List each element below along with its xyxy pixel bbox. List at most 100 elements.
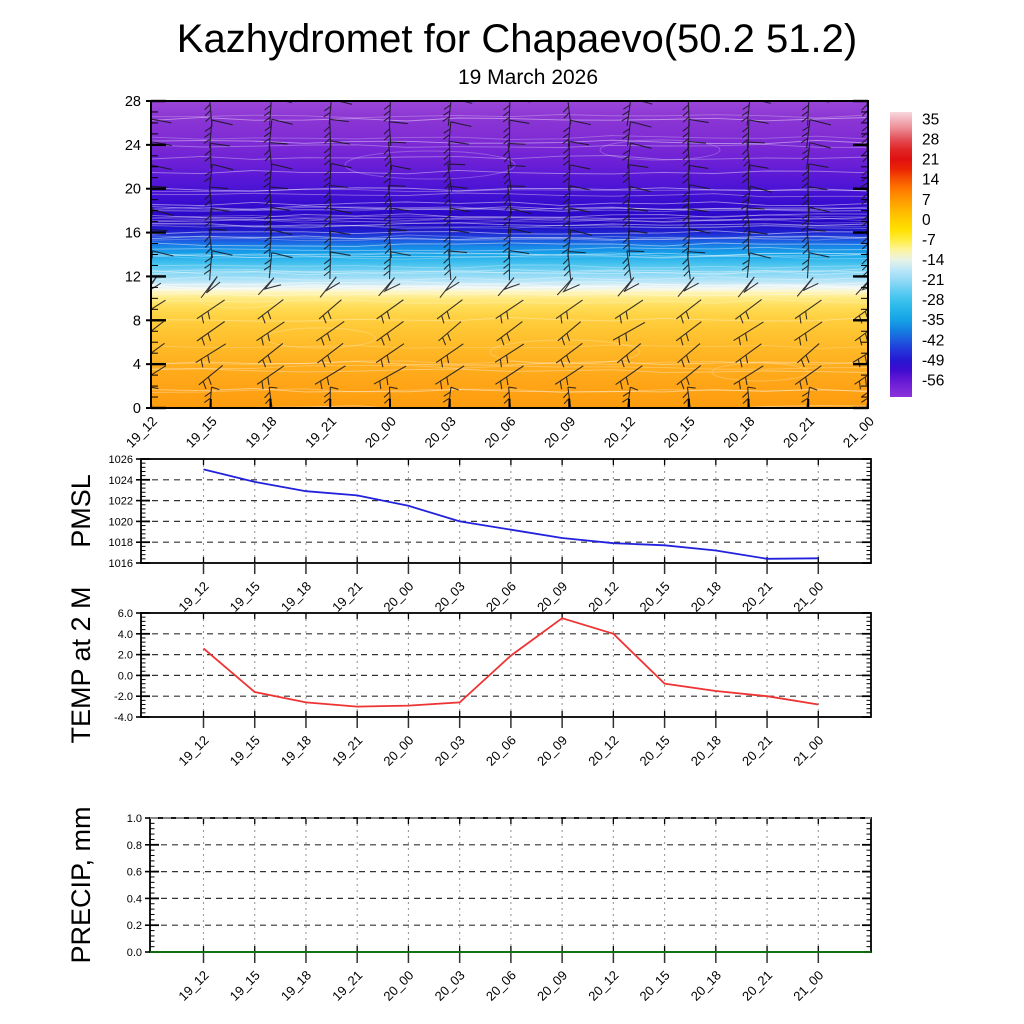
wind-barb [257, 299, 284, 324]
wind-barb [319, 276, 341, 298]
wind-barb [264, 186, 289, 213]
date-subtitle: 19 March 2026 [458, 66, 598, 89]
wind-barb [203, 119, 233, 148]
temp-data-line [202, 617, 819, 708]
cross-x-tick-label: 19_21 [302, 414, 339, 451]
wind-barb [256, 321, 285, 346]
wind-barb [682, 164, 709, 191]
colorbar-label: 21 [922, 152, 939, 169]
wind-barb [741, 207, 765, 236]
wind-barb [196, 299, 225, 324]
wind-barb [495, 299, 524, 324]
wind-barb [555, 299, 583, 324]
x-tick-label: 20_03 [432, 733, 468, 769]
cross-x-tick-label: 20_00 [362, 414, 399, 451]
colorbar-label: 35 [922, 112, 939, 129]
x-tick-label: 20_00 [380, 968, 416, 1004]
cross-x-tick-label: 20_09 [541, 414, 578, 451]
wind-barb [204, 186, 228, 213]
y-tick-label: 0.4 [127, 893, 142, 905]
x-tick-label: 19_15 [227, 579, 263, 615]
wind-barb [616, 343, 642, 368]
y-tick-label: -4.0 [114, 712, 133, 724]
colorbar-label: 0 [922, 212, 931, 229]
cross-x-tick-label: 20_03 [422, 414, 459, 451]
cross-y-tick-label: 4 [133, 357, 141, 373]
wind-barb [151, 321, 164, 342]
x-tick-label: 20_12 [585, 733, 621, 769]
wind-barb [203, 386, 220, 408]
pmsl-panel: 1016 1018 1020 1022 1024 1026 19_12 19_15 19_18 1… [109, 454, 872, 615]
y-tick-label: 1.0 [127, 813, 142, 825]
colorbar-label: -56 [922, 372, 944, 389]
x-tick-label: 20_15 [637, 968, 673, 1004]
colorbar-label: -14 [922, 252, 945, 269]
x-tick-label: 20_00 [380, 733, 416, 769]
wind-barb [318, 299, 342, 324]
x-tick-label: 19_21 [329, 968, 365, 1004]
wind-barb [740, 185, 772, 214]
wind-barb [622, 121, 652, 147]
x-tick-label: 19_15 [227, 968, 263, 1004]
cross-x-tick-label: 21_00 [840, 414, 877, 451]
wind-barb [502, 185, 526, 214]
x-tick-label: 20_00 [380, 579, 416, 615]
wind-barb [682, 140, 707, 171]
cross-y-tick-label: 8 [133, 313, 141, 329]
wind-barb [443, 140, 470, 171]
wind-barb [376, 320, 404, 346]
y-tick-label: 1016 [109, 558, 133, 570]
wind-barb [443, 163, 466, 192]
x-tick-label: 20_18 [688, 968, 724, 1004]
wind-barb [383, 228, 407, 258]
y-tick-label: 1026 [109, 454, 133, 466]
wind-barb [677, 276, 699, 298]
x-tick-label: 20_06 [483, 733, 519, 769]
wind-barb [622, 207, 649, 235]
wind-barb [556, 277, 580, 296]
wind-barb [741, 252, 771, 279]
wind-barb [562, 119, 591, 148]
wind-barb [622, 186, 652, 213]
wind-barb [263, 252, 293, 279]
x-tick-label: 20_15 [637, 579, 673, 615]
wind-barb [561, 229, 592, 258]
x-tick-label: 21_00 [790, 968, 826, 1004]
wind-barb [562, 101, 586, 125]
precip-axis-title: PRECIP, mm [66, 806, 96, 963]
wind-barb [854, 365, 868, 390]
y-tick-label: 1020 [109, 516, 133, 528]
wind-barb [383, 251, 411, 280]
wind-barb [621, 101, 653, 126]
wind-barb [263, 229, 293, 258]
wind-barb [435, 343, 464, 368]
wind-barb [203, 163, 234, 192]
y-tick-label: 0.6 [127, 867, 142, 879]
wind-barb [442, 121, 472, 147]
x-tick-label: 20_15 [637, 733, 673, 769]
wind-barb [742, 164, 769, 191]
wind-barb [378, 277, 401, 297]
wind-barb [733, 321, 764, 346]
wind-barb [383, 184, 406, 214]
cross-x-tick-label: 19_12 [123, 414, 160, 451]
colorbar-label: -28 [922, 292, 944, 309]
wind-barb [257, 277, 282, 296]
wind-barb [681, 184, 710, 215]
wind-barb [614, 299, 644, 324]
cross-x-tick-label: 19_18 [242, 414, 279, 451]
colorbar-label: 7 [922, 192, 931, 209]
wind-barb [264, 206, 291, 236]
wind-barb [676, 365, 702, 390]
wind-barb [195, 343, 227, 368]
cross-x-tick-label: 20_21 [780, 414, 817, 451]
wind-barb [257, 343, 284, 368]
wind-barb [204, 208, 231, 235]
x-tick-label: 20_12 [585, 579, 621, 615]
temperature-colorbar: 35 28 21 14 7 0 -7 -14 -21 -28 -35 -42 -49 -56 [890, 112, 945, 397]
x-tick-label: 20_09 [534, 579, 570, 615]
temp-axis-title: TEMP at 2 M [66, 586, 96, 743]
pmsl-data-line [203, 468, 819, 560]
wind-barb [503, 142, 526, 169]
x-tick-label: 19_18 [278, 968, 314, 1004]
